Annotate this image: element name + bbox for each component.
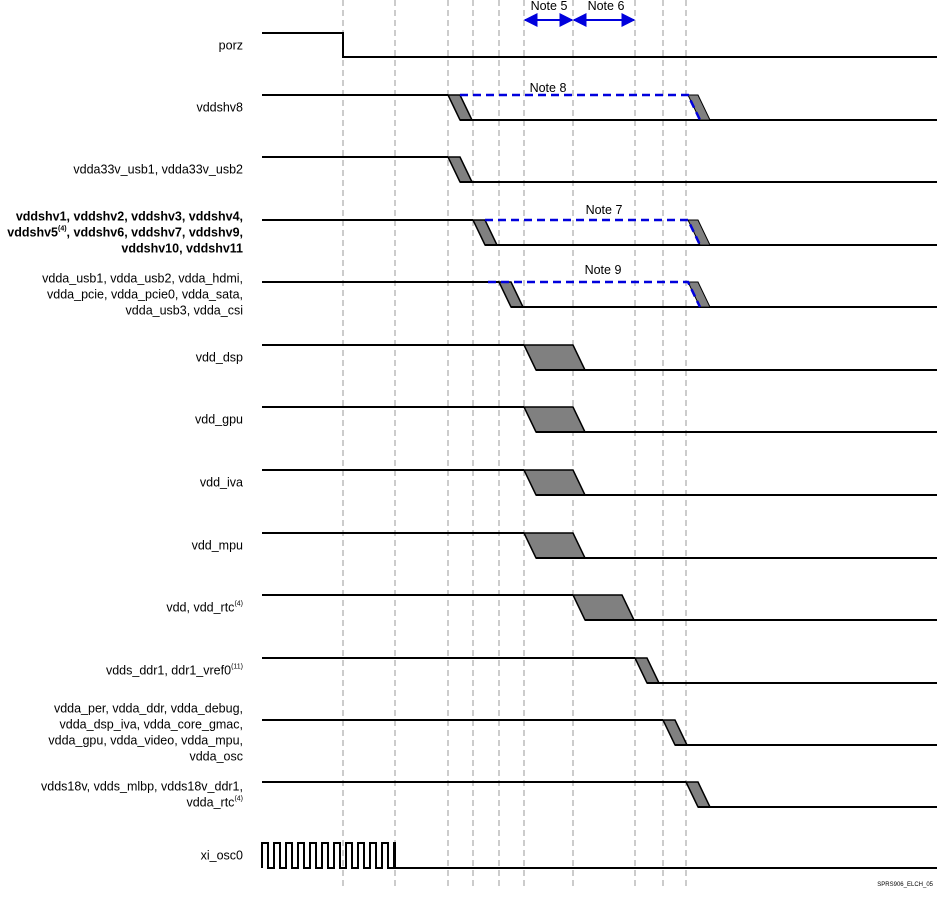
signal-label: vdda33v_usb1, vdda33v_usb2	[73, 163, 243, 177]
signal-label: vdd_gpu	[195, 413, 243, 427]
signal-label: vddshv8	[196, 101, 243, 115]
transition	[633, 657, 661, 684]
label-text: vdd_dsp	[196, 351, 243, 365]
label-text: vdda_dsp_iva, vdda_core_gmac,	[60, 718, 243, 732]
signal-label: vdd_iva	[200, 476, 243, 490]
signal-label: vdda_usb3, vdda_csi	[126, 304, 243, 318]
signal-label: vdd, vdd_rtc(4)	[166, 600, 243, 614]
waveforms	[261, 32, 937, 869]
label-text: vddshv1, vddshv2, vddshv3, vddshv4,	[16, 210, 243, 224]
signal-label: vdda_usb1, vdda_usb2, vdda_hdmi,	[42, 272, 243, 286]
note: Note 9	[585, 263, 622, 277]
label-text: vdda33v_usb1, vdda33v_usb2	[73, 163, 243, 177]
label-text: vdd_mpu	[192, 539, 243, 553]
transition	[684, 781, 712, 808]
signal-label: xi_osc0	[201, 849, 243, 863]
label-text: porz	[219, 39, 243, 53]
transition	[571, 594, 636, 621]
signal-label: vdd_mpu	[192, 539, 243, 553]
label-text: vdda_usb1, vdda_usb2, vdda_hdmi,	[42, 272, 243, 286]
label-text: vdda_usb3, vdda_csi	[126, 304, 243, 318]
label-text: vdda_pcie, vdda_pcie0, vdda_sata,	[47, 288, 243, 302]
label-text: vdda_osc	[189, 750, 243, 764]
label-text: vddshv5	[7, 226, 58, 240]
signal-label: vdda_pcie, vdda_pcie0, vdda_sata,	[47, 288, 243, 302]
grid	[342, 0, 687, 888]
footer: SPRS906_ELCH_05	[877, 882, 933, 888]
transition	[522, 406, 587, 433]
superscript: (11)	[231, 663, 243, 670]
transition	[687, 94, 711, 121]
signal-label: vdda_gpu, vdda_video, vdda_mpu,	[48, 734, 243, 748]
transition	[446, 94, 474, 121]
label-text: vdda_rtc	[186, 796, 234, 810]
transition	[522, 532, 587, 559]
signal-label: vdda_rtc(4)	[186, 795, 243, 809]
signal-label: vddshv10, vddshv11	[121, 242, 243, 256]
waveform	[261, 842, 937, 869]
signal-label: vdda_per, vdda_ddr, vdda_debug,	[54, 702, 243, 716]
note: Note 5	[531, 0, 568, 13]
waveform	[262, 32, 937, 58]
signal-label: vdda_dsp_iva, vdda_core_gmac,	[60, 718, 243, 732]
note: Note 8	[530, 81, 567, 95]
dashed-path	[460, 93, 702, 121]
signal-label: porz	[219, 39, 243, 53]
dashed-path	[485, 218, 702, 246]
signal-label: vdds_ddr1, ddr1_vref0(11)	[106, 663, 243, 677]
transition	[471, 219, 499, 246]
label-text: xi_osc0	[201, 849, 243, 863]
label-text: vddshv10, vddshv11	[121, 242, 243, 256]
transition	[687, 281, 711, 308]
transition	[446, 156, 474, 183]
superscript: (4)	[58, 225, 67, 232]
label-text: vdda_gpu, vdda_video, vdda_mpu,	[48, 734, 243, 748]
label-text: vdda_per, vdda_ddr, vdda_debug,	[54, 702, 243, 716]
transition	[661, 719, 689, 746]
note: Note 7	[586, 203, 623, 217]
signal-label: vdda_osc	[189, 750, 243, 764]
signal-label: vddshv1, vddshv2, vddshv3, vddshv4,	[16, 210, 243, 224]
signal-label: vdd_dsp	[196, 351, 243, 365]
transition	[497, 281, 525, 308]
label-text: vdd_gpu	[195, 413, 243, 427]
labels: porz vddshv8 vdda33v_usb1, vdda33v_usb2vdd…	[7, 39, 243, 863]
dashed-path	[488, 280, 702, 308]
label-text: vdds18v, vdds_mlbp, vdds18v_ddr1,	[41, 780, 243, 794]
transition	[522, 469, 587, 496]
signal-label: vddshv5(4), vddshv6, vddshv7, vddshv9,	[7, 225, 243, 239]
label-text: vdds_ddr1, ddr1_vref0	[106, 664, 231, 678]
label-text: , vddshv6, vddshv7, vddshv9,	[67, 226, 243, 240]
label-text: vdd_iva	[200, 476, 243, 490]
superscript: (4)	[234, 795, 243, 802]
superscript: (4)	[234, 600, 243, 607]
signal-label: vdds18v, vdds_mlbp, vdds18v_ddr1,	[41, 780, 243, 794]
note: Note 6	[588, 0, 625, 13]
transition	[522, 344, 587, 371]
label-text: vddshv8	[196, 101, 243, 115]
label-text: vdd, vdd_rtc	[166, 601, 234, 615]
